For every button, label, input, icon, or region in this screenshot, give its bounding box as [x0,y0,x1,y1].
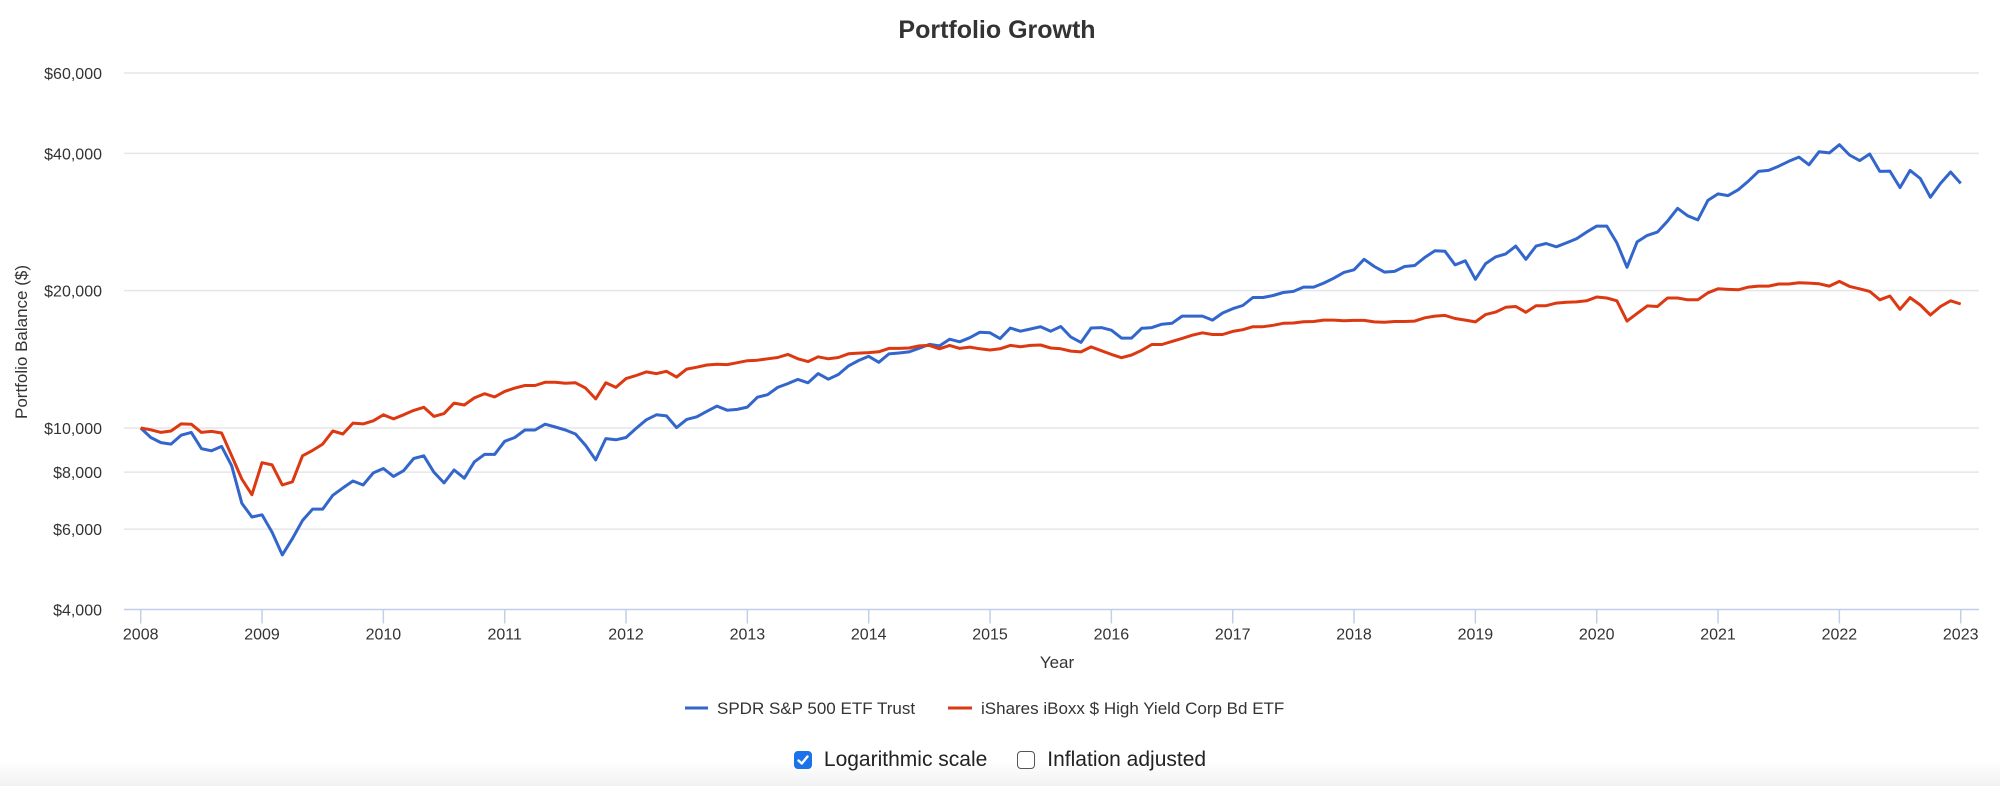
inflation-adjusted-checkbox[interactable] [1017,751,1036,769]
x-tick-label: 2021 [1700,627,1736,644]
x-tick-label: 2018 [1336,627,1372,644]
x-tick-label: 2017 [1215,627,1251,644]
series-line-spdr[interactable] [139,143,1962,557]
x-tick-label: 2012 [608,627,644,644]
log-scale-checkbox[interactable] [793,751,812,769]
x-axis-ticks: 2008 2009 2010 2011 2012 2013 2014 2015 2016 2017… [123,609,1979,644]
x-tick-label: 2011 [487,627,522,644]
x-tick-label: 2016 [1094,627,1130,644]
x-tick-label: 2010 [366,627,402,644]
x-tick-label: 2020 [1579,627,1615,644]
x-tick-label: 2008 [123,627,159,644]
y-tick-label: $4,000 [53,603,102,620]
legend-item-spdr[interactable]: SPDR S&P 500 ETF Trust [685,699,915,718]
y-tick-label: $8,000 [53,465,102,482]
inflation-adjusted-toggle[interactable]: Inflation adjusted [1017,748,1206,772]
chart-options: Logarithmic scale Inflation adjusted [0,748,2000,772]
log-scale-toggle[interactable]: Logarithmic scale [793,748,988,772]
x-tick-label: 2015 [972,627,1008,644]
x-tick-label: 2013 [730,627,766,644]
y-tick-label: $20,000 [44,284,102,301]
y-axis-title: Portfolio Balance ($) [12,265,31,419]
checkmark-icon [797,755,809,765]
inflation-adjusted-label: Inflation adjusted [1047,748,1207,771]
gridlines [124,72,1979,530]
y-axis-ticks: $4,000 $6,000 $8,000 $10,000 $20,000 $40,000 $… [44,66,102,620]
series-layer [139,143,1962,557]
y-tick-label: $10,000 [44,421,102,438]
legend-label-spdr: SPDR S&P 500 ETF Trust [717,699,915,718]
legend-label-hyg: iShares iBoxx $ High Yield Corp Bd ETF [981,699,1284,718]
chart-title: Portfolio Growth [898,16,1095,44]
y-tick-label: $6,000 [53,522,102,539]
y-tick-label: $60,000 [44,66,102,83]
x-tick-label: 2009 [244,627,280,644]
x-axis-title: Year [1040,653,1075,672]
portfolio-growth-chart: Portfolio Growth $4,000 $6,000 $8,000 $10,0… [12,16,1979,718]
x-tick-label: 2014 [851,627,887,644]
legend: SPDR S&P 500 ETF Trust iShares iBoxx $ H… [685,699,1284,718]
x-tick-label: 2019 [1458,627,1494,644]
x-tick-label: 2022 [1822,627,1858,644]
log-scale-label: Logarithmic scale [823,748,988,771]
series-line-hyg[interactable] [140,279,1962,497]
y-tick-label: $40,000 [44,146,102,163]
x-tick-label: 2023 [1943,627,1979,644]
legend-item-hyg[interactable]: iShares iBoxx $ High Yield Corp Bd ETF [948,699,1284,718]
